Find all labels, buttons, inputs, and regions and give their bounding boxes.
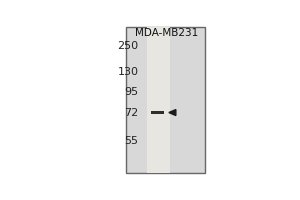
- Bar: [147, 27, 170, 173]
- Text: 95: 95: [124, 87, 139, 97]
- Polygon shape: [169, 110, 176, 116]
- Text: 72: 72: [124, 108, 139, 118]
- Text: 250: 250: [118, 41, 139, 51]
- Text: MDA-MB231: MDA-MB231: [135, 28, 198, 38]
- Text: 130: 130: [118, 67, 139, 77]
- Bar: [126, 27, 205, 173]
- Bar: [151, 111, 164, 114]
- Text: 55: 55: [124, 136, 139, 146]
